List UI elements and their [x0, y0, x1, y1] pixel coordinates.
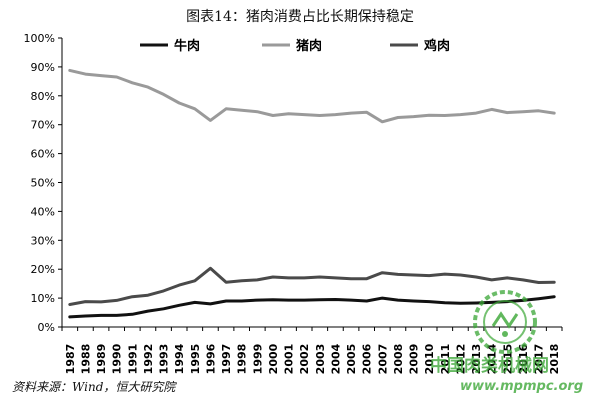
x-tick-label: 2016	[517, 343, 530, 374]
legend-label: 猪肉	[295, 38, 322, 54]
y-axis: 0% 10% 20% 30% 40% 50% 60% 70% 80% 90% 100%	[24, 32, 63, 334]
x-tick-label: 1998	[236, 344, 249, 375]
x-tick-label: 1990	[111, 343, 124, 374]
x-tick-label: 2001	[283, 344, 296, 375]
x-tick-label: 1995	[189, 344, 202, 375]
series-line-2	[68, 266, 556, 306]
x-tick-label: 2010	[423, 343, 436, 374]
series-line-0	[68, 295, 556, 319]
x-tick-label: 2017	[533, 344, 546, 375]
x-tick-label: 2000	[267, 343, 280, 374]
x-tick-label: 2006	[361, 343, 374, 374]
legend: 牛肉 猪肉 鸡肉	[140, 38, 450, 54]
x-tick-label: 1987	[64, 344, 77, 375]
y-tick-label: 70%	[31, 119, 55, 132]
x-tick-label: 2013	[470, 344, 483, 375]
x-tick-label: 2009	[408, 344, 421, 375]
y-tick-label: 60%	[31, 148, 55, 161]
watermark-line1: 中国肉类机械网	[430, 355, 549, 376]
series-lines	[68, 68, 556, 319]
series-line-1	[68, 68, 556, 124]
x-tick-label: 2011	[439, 344, 452, 375]
y-tick-label: 80%	[31, 90, 55, 103]
x-tick-label: 1989	[95, 344, 108, 375]
x-tick-label: 2008	[392, 344, 405, 375]
x-tick-label: 1991	[126, 344, 139, 375]
x-tick-label: 1999	[251, 344, 264, 375]
x-tick-label: 2007	[376, 344, 389, 375]
watermark-logo-icon	[473, 290, 537, 354]
y-tick-label: 90%	[31, 61, 55, 74]
y-tick-label: 30%	[31, 234, 55, 247]
y-tick-label: 40%	[31, 205, 55, 218]
x-tick-label: 1993	[158, 344, 171, 375]
legend-label: 牛肉	[174, 38, 200, 54]
x-tick-label: 2005	[345, 344, 358, 375]
x-tick-label: 1988	[79, 344, 92, 375]
y-tick-label: 20%	[31, 263, 55, 276]
x-tick-label: 2018	[548, 344, 561, 375]
x-axis: 1987 1988 1989 1990 1991 1992 1993 1994 1995 1996…	[61, 326, 563, 375]
x-tick-label: 2003	[314, 344, 327, 375]
x-tick-label: 2004	[329, 343, 342, 374]
y-tick-label: 100%	[24, 32, 55, 45]
x-tick-label: 1997	[220, 344, 233, 375]
y-tick-label: 0%	[38, 321, 55, 334]
x-tick-label: 1994	[173, 343, 186, 374]
legend-label: 鸡肉	[423, 38, 450, 54]
source-note: 资料来源：Wind，恒大研究院	[12, 380, 176, 394]
watermark-line2: www.mpmpc.org	[460, 379, 583, 394]
y-tick-label: 50%	[31, 177, 55, 190]
x-tick-label: 2002	[298, 344, 311, 375]
x-tick-label: 1992	[142, 344, 155, 375]
x-tick-label: 1996	[204, 343, 217, 374]
x-tick-label: 2012	[454, 344, 467, 375]
chart-title: 图表14：猪肉消费占比长期保持稳定	[186, 9, 414, 25]
y-tick-label: 10%	[31, 292, 55, 305]
